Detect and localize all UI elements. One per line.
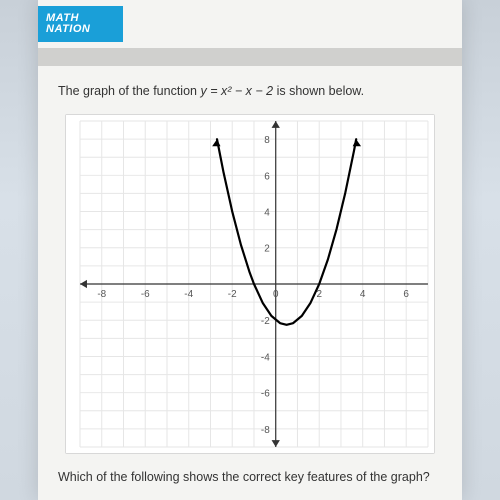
svg-text:-2: -2 bbox=[228, 289, 237, 300]
question-formula: y = x² − x − 2 bbox=[200, 84, 276, 98]
svg-text:-6: -6 bbox=[141, 289, 150, 300]
svg-text:-4: -4 bbox=[261, 352, 270, 363]
question-prefix: The graph of the function bbox=[58, 84, 200, 98]
svg-text:-8: -8 bbox=[97, 289, 106, 300]
footer-question: Which of the following shows the correct… bbox=[58, 470, 442, 484]
toolbar-strip bbox=[38, 48, 462, 66]
brand-logo: MATH NATION bbox=[38, 6, 123, 42]
svg-text:-6: -6 bbox=[261, 389, 270, 400]
app-screen: MATH NATION The graph of the function y … bbox=[38, 0, 462, 500]
content-area: The graph of the function y = x² − x − 2… bbox=[38, 66, 462, 484]
svg-text:6: 6 bbox=[403, 289, 409, 300]
svg-text:0: 0 bbox=[273, 289, 279, 300]
svg-text:-8: -8 bbox=[261, 425, 270, 436]
svg-text:6: 6 bbox=[264, 171, 270, 182]
svg-text:4: 4 bbox=[360, 289, 366, 300]
svg-text:-4: -4 bbox=[184, 289, 193, 300]
logo-line2: NATION bbox=[46, 24, 123, 35]
parabola-chart: -8-6-4-20246-8-6-4-22468 bbox=[66, 115, 434, 453]
graph-panel: -8-6-4-20246-8-6-4-22468 bbox=[65, 114, 435, 454]
svg-text:8: 8 bbox=[264, 135, 270, 146]
question-text: The graph of the function y = x² − x − 2… bbox=[58, 84, 442, 98]
svg-text:4: 4 bbox=[264, 208, 270, 219]
svg-text:2: 2 bbox=[264, 244, 270, 255]
svg-text:-2: -2 bbox=[261, 316, 270, 327]
question-suffix: is shown below. bbox=[277, 84, 365, 98]
